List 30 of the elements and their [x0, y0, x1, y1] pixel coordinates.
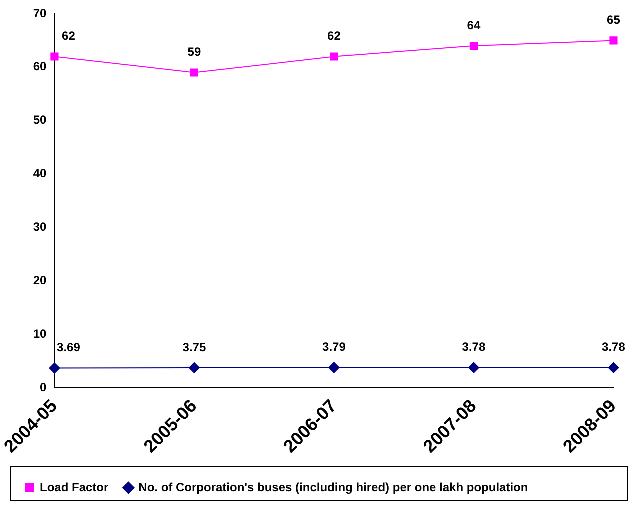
data-label: 3.79: [322, 340, 346, 354]
data-label: 3.69: [57, 340, 81, 355]
y-tick-label: 20: [33, 273, 48, 288]
y-tick-label: 70: [33, 6, 48, 20]
y-tick-label: 30: [33, 220, 48, 234]
y-tick-label: 60: [33, 60, 48, 74]
point: [608, 362, 620, 374]
y-tick-label: 50: [33, 113, 48, 128]
data-label: 62: [328, 29, 342, 44]
point: [50, 52, 59, 61]
point: [188, 362, 200, 374]
point: [190, 68, 198, 77]
point: [470, 42, 478, 50]
y-tick-label: 40: [33, 166, 48, 181]
point: [610, 36, 618, 45]
y-tick-label: 10: [33, 326, 48, 341]
data-label: 3.75: [182, 340, 206, 354]
data-label: 62: [62, 29, 76, 44]
legend-label: No. of Corporation's buses (including hired) per one lakh population: [138, 480, 528, 494]
data-label: 3.78: [602, 340, 626, 354]
data-label: 64: [467, 18, 481, 32]
legend-label: Load Factor: [40, 480, 109, 494]
data-label: 59: [188, 45, 202, 60]
data-label: 65: [607, 13, 621, 28]
point: [330, 52, 338, 61]
point: [328, 362, 340, 374]
point: [468, 362, 480, 374]
y-tick-label: 0: [40, 380, 48, 394]
data-label: 3.78: [462, 340, 486, 354]
point: [49, 362, 60, 374]
